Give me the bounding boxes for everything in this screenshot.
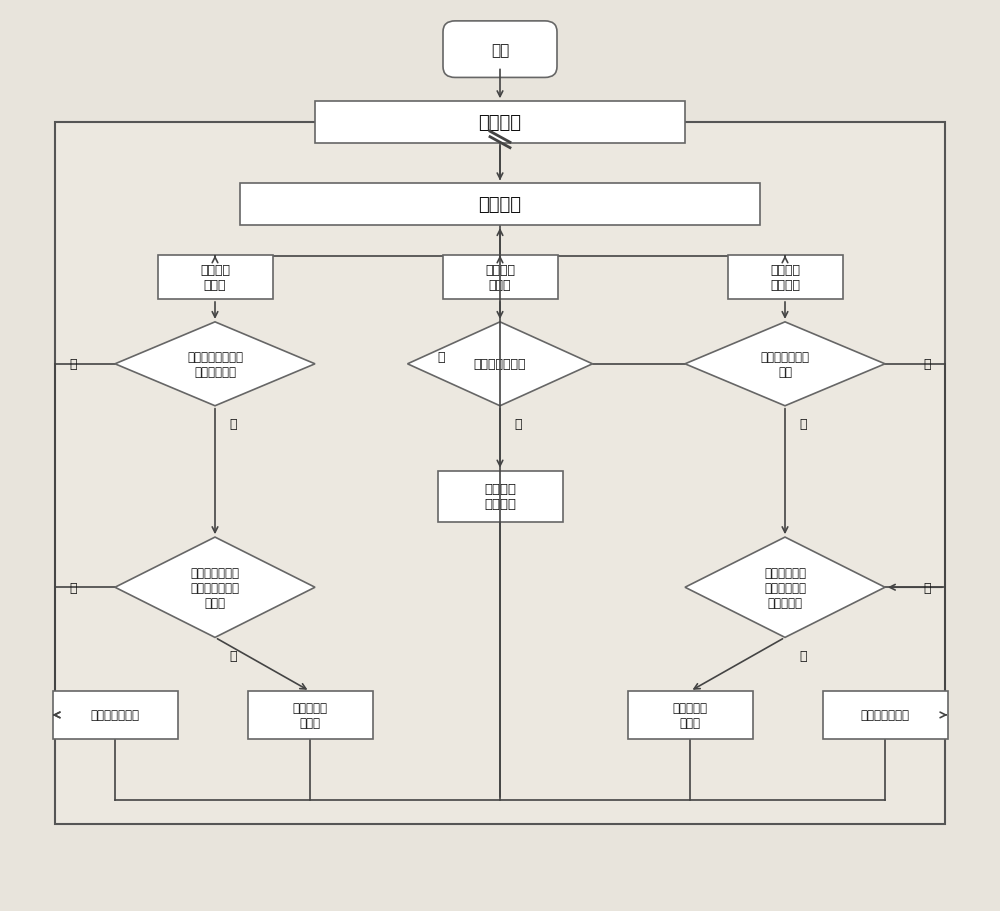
Polygon shape xyxy=(115,322,315,406)
Text: 各环路与总环路供
回水温差一致: 各环路与总环路供 回水温差一致 xyxy=(187,351,243,378)
Text: 是: 是 xyxy=(799,650,807,662)
Text: 否: 否 xyxy=(229,418,237,431)
Bar xyxy=(442,256,558,300)
Text: 设计热负
荷不一致: 设计热负 荷不一致 xyxy=(770,264,800,292)
Text: 是: 是 xyxy=(514,418,522,431)
Bar xyxy=(438,471,562,522)
Text: 设计热负
荷一致: 设计热负 荷一致 xyxy=(200,264,230,292)
Polygon shape xyxy=(408,322,592,406)
FancyBboxPatch shape xyxy=(443,22,557,78)
Text: 调节环路供水量: 调节环路供水量 xyxy=(90,709,140,722)
Text: 热负荷动
态变化: 热负荷动 态变化 xyxy=(485,264,515,292)
Text: 否: 否 xyxy=(438,351,445,363)
Text: 否: 否 xyxy=(69,581,77,594)
Text: 是: 是 xyxy=(229,650,237,662)
Text: 室内温度偏差等
于零: 室内温度偏差等 于零 xyxy=(761,351,810,378)
Text: 开始: 开始 xyxy=(491,43,509,57)
Text: 总环路压差变化: 总环路压差变化 xyxy=(474,358,526,371)
Text: 调节总环路
供水量: 调节总环路 供水量 xyxy=(672,701,708,729)
Text: 否: 否 xyxy=(923,581,931,594)
Text: 大部分环路与
总环路供回水
温差不一致: 大部分环路与 总环路供回水 温差不一致 xyxy=(764,566,806,609)
Bar xyxy=(55,123,945,824)
Text: 调节控制
循环水泵: 调节控制 循环水泵 xyxy=(484,483,516,510)
Bar xyxy=(728,256,842,300)
Text: 调节环路供水量: 调节环路供水量 xyxy=(860,709,910,722)
Text: 是: 是 xyxy=(69,358,77,371)
Bar xyxy=(628,691,753,739)
Polygon shape xyxy=(685,322,885,406)
Text: 数据处理: 数据处理 xyxy=(479,196,522,214)
Bar xyxy=(822,691,948,739)
Text: 大部分环路与总
环路供回水温差
不一致: 大部分环路与总 环路供回水温差 不一致 xyxy=(190,566,240,609)
Bar xyxy=(53,691,178,739)
Bar xyxy=(248,691,372,739)
Text: 数据采集: 数据采集 xyxy=(479,114,522,132)
Text: 否: 否 xyxy=(799,418,807,431)
Polygon shape xyxy=(685,537,885,638)
Polygon shape xyxy=(115,537,315,638)
Bar xyxy=(240,184,760,226)
Text: 调节总环路
供水量: 调节总环路 供水量 xyxy=(292,701,328,729)
Bar xyxy=(158,256,272,300)
Bar xyxy=(315,102,685,144)
Text: 是: 是 xyxy=(923,358,931,371)
